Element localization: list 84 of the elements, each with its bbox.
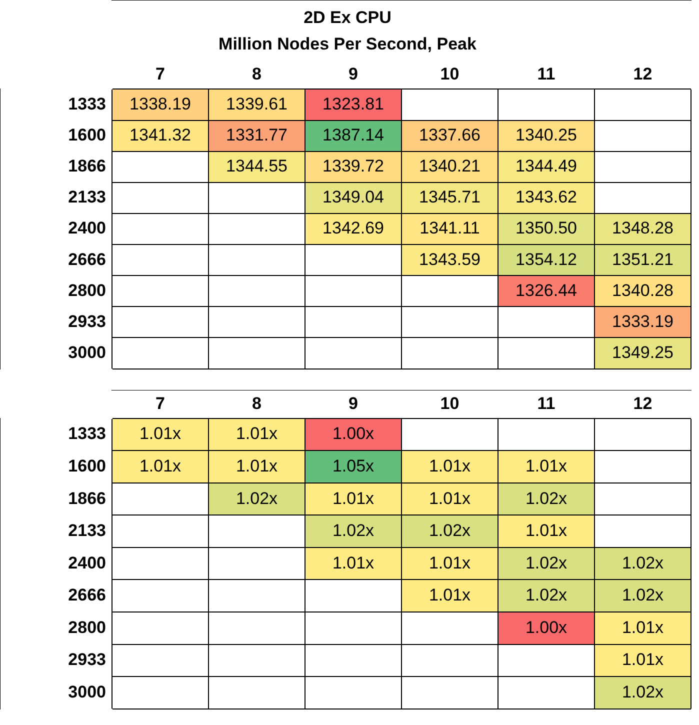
data-label: 1.05x: [332, 456, 375, 476]
x-tick-label: 9: [348, 394, 358, 413]
data-label: 1.01x: [525, 456, 568, 476]
data-label: 1331.77: [226, 125, 288, 144]
y-tick-label: 2133: [68, 521, 106, 540]
data-label: 1339.72: [322, 156, 384, 176]
data-label: 1338.19: [130, 94, 191, 114]
data-label: 1342.69: [322, 218, 384, 238]
chart-subtitle: Million Nodes Per Second, Peak: [218, 34, 477, 54]
y-tick-label: 1333: [68, 424, 106, 444]
data-label: 1343.62: [516, 188, 577, 207]
data-label: 1.02x: [622, 553, 664, 572]
data-label: 1341.11: [420, 218, 480, 238]
data-label: 1.01x: [622, 618, 664, 637]
data-label: 1345.71: [419, 188, 480, 207]
data-label: 1341.32: [130, 125, 191, 144]
data-label: 1.02x: [525, 586, 568, 605]
y-tick-label: 2933: [68, 312, 106, 331]
data-label: 1.01x: [622, 650, 664, 670]
data-label: 1344.55: [226, 156, 288, 176]
data-label: 1.02x: [428, 521, 472, 540]
data-label: 1340.25: [516, 125, 577, 144]
data-label: 1.01x: [236, 456, 278, 476]
data-label: 1.01x: [332, 488, 375, 508]
y-tick-label: 2666: [68, 586, 106, 605]
data-label: 1323.81: [322, 94, 384, 114]
x-tick-label: 11: [537, 64, 556, 84]
data-label: 1.01x: [428, 456, 472, 476]
data-label: 1.01x: [139, 424, 182, 444]
x-tick-label: 10: [440, 394, 460, 413]
y-tick-label: 3000: [68, 342, 106, 362]
y-tick-label: 2400: [68, 553, 106, 572]
x-tick-label: 12: [633, 394, 652, 413]
data-label: 1340.28: [612, 280, 674, 300]
data-label: 1.00x: [525, 618, 568, 637]
data-label: 1350.50: [516, 218, 577, 238]
data-label: 1349.25: [612, 342, 674, 362]
data-label: 1349.04: [322, 188, 384, 207]
y-tick-label: 1866: [68, 488, 106, 508]
data-label: 1.01x: [428, 488, 472, 508]
y-tick-label: 1600: [68, 456, 106, 476]
data-label: 1.02x: [236, 488, 278, 508]
data-label: 1343.59: [419, 250, 480, 269]
data-label: 1.02x: [622, 682, 664, 702]
x-tick-label: 11: [537, 394, 556, 413]
data-label: 1.01x: [139, 456, 182, 476]
data-label: 1337.66: [419, 125, 480, 144]
data-label: 1.02x: [622, 586, 664, 605]
x-tick-label: 7: [156, 64, 165, 84]
data-label: 1.01x: [236, 424, 278, 444]
y-tick-label: 1600: [68, 125, 106, 144]
y-tick-label: 2800: [68, 280, 106, 300]
data-label: 1354.12: [516, 250, 577, 269]
y-tick-label: 2800: [68, 618, 106, 637]
data-label: 1348.28: [612, 218, 674, 238]
x-tick-label: 12: [633, 64, 652, 84]
data-label: 1.01x: [332, 553, 375, 572]
data-label: 1340.21: [419, 156, 480, 176]
data-label: 1.00x: [332, 424, 375, 444]
data-label: 1333.19: [612, 312, 674, 331]
y-tick-label: 1333: [68, 94, 106, 114]
y-tick-label: 1866: [68, 156, 106, 176]
x-tick-label: 8: [252, 64, 262, 84]
x-tick-label: 10: [440, 64, 460, 84]
data-label: 1.01x: [428, 553, 472, 572]
data-label: 1.01x: [428, 586, 472, 605]
data-label: 1.02x: [332, 521, 375, 540]
data-label: 1387.14: [322, 125, 384, 144]
data-label: 1326.44: [516, 280, 577, 300]
data-label: 1.02x: [525, 553, 568, 572]
data-label: 1344.49: [516, 156, 577, 176]
data-label: 1.02x: [525, 488, 568, 508]
y-tick-label: 3000: [68, 682, 106, 702]
x-tick-label: 7: [156, 394, 165, 413]
data-label: 1.01x: [525, 521, 568, 540]
x-tick-label: 9: [348, 64, 358, 84]
data-label: 1351.21: [612, 250, 674, 269]
y-tick-label: 2400: [68, 218, 106, 238]
chart-title: 2D Ex CPU: [304, 8, 392, 27]
y-tick-label: 2933: [68, 650, 106, 670]
x-tick-label: 8: [252, 394, 262, 413]
y-tick-label: 2133: [68, 188, 106, 207]
data-label: 1339.61: [226, 94, 288, 114]
y-tick-label: 2666: [68, 250, 106, 269]
